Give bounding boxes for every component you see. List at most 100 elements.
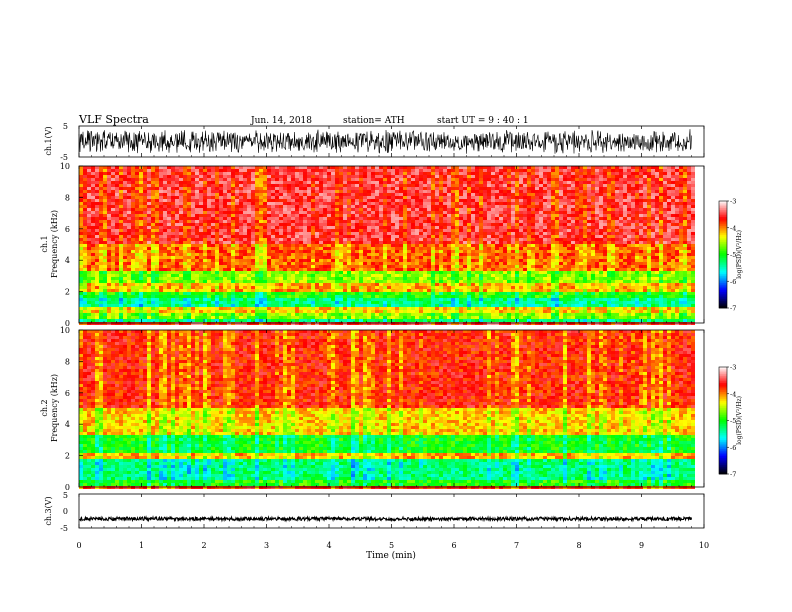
spectrogram-cell [211, 169, 215, 172]
spectrogram-cell [239, 280, 243, 283]
spectrogram-cell [279, 172, 283, 175]
spectrogram-cell [359, 265, 363, 268]
spectrogram-cell [247, 265, 251, 268]
spectrogram-cell [375, 196, 379, 199]
spectrogram-cell [203, 241, 207, 244]
spectrogram-cell [403, 322, 407, 325]
spectrogram-cell [135, 268, 139, 271]
spectrogram-cell [99, 220, 103, 223]
spectrogram-cell [267, 283, 271, 286]
spectrogram-cell [179, 238, 183, 241]
spectrogram-cell [259, 265, 263, 268]
spectrogram-cell [279, 298, 283, 301]
spectrogram-cell [435, 232, 439, 235]
spectrogram-cell [319, 247, 323, 250]
spectrogram-cell [379, 265, 383, 268]
spectrogram-cell [451, 322, 455, 325]
spectrogram-cell [211, 238, 215, 241]
spectrogram-cell [167, 316, 171, 319]
spectrogram-cell [331, 187, 335, 190]
spectrogram-cell [135, 193, 139, 196]
spectrogram-cell [83, 238, 87, 241]
spectrogram-cell [431, 253, 435, 256]
spectrogram-cell [239, 214, 243, 217]
spectrogram-cell [347, 205, 351, 208]
spectrogram-cell [311, 238, 315, 241]
spectrogram-cell [415, 250, 419, 253]
spectrogram-cell [127, 256, 131, 259]
spectrogram-cell [215, 247, 219, 250]
spectrogram-cell [407, 322, 411, 325]
spectrogram-cell [187, 274, 191, 277]
spectrogram-cell [399, 316, 403, 319]
spectrogram-cell [191, 283, 195, 286]
spectrogram-cell [335, 274, 339, 277]
spectrogram-cell [219, 217, 223, 220]
spectrogram-cell [139, 280, 143, 283]
spectrogram-cell [187, 319, 191, 322]
spectrogram-cell [95, 238, 99, 241]
spectrogram-cell [99, 304, 103, 307]
spectrogram-cell [403, 301, 407, 304]
spectrogram-cell [251, 280, 255, 283]
spectrogram-cell [243, 181, 247, 184]
spectrogram-cell [339, 211, 343, 214]
spectrogram-cell [219, 235, 223, 238]
spectrogram-cell [371, 247, 375, 250]
spectrogram-cell [87, 181, 91, 184]
spectrogram-cell [259, 313, 263, 316]
spectrogram-cell [315, 187, 319, 190]
spectrogram-cell [299, 289, 303, 292]
spectrogram-cell [223, 238, 227, 241]
spectrogram-cell [139, 166, 143, 169]
spectrogram-cell [195, 205, 199, 208]
spectrogram-cell [439, 241, 443, 244]
spectrogram-cell [439, 217, 443, 220]
spectrogram-cell [275, 283, 279, 286]
spectrogram-cell [367, 235, 371, 238]
spectrogram-cell [359, 316, 363, 319]
spectrogram-cell [435, 322, 439, 325]
spectrogram-cell [407, 304, 411, 307]
spectrogram-cell [271, 193, 275, 196]
spectrogram-cell [339, 319, 343, 322]
spectrogram-cell [343, 280, 347, 283]
spectrogram-cell [447, 298, 451, 301]
spectrogram-cell [123, 202, 127, 205]
spectrogram-cell [315, 241, 319, 244]
spectrogram-cell [331, 214, 335, 217]
spectrogram-cell [235, 241, 239, 244]
spectrogram-cell [171, 277, 175, 280]
spectrogram-cell [347, 310, 351, 313]
spectrogram-cell [339, 193, 343, 196]
spectrogram-cell [295, 274, 299, 277]
spectrogram-cell [99, 295, 103, 298]
spectrogram-cell [211, 298, 215, 301]
spectrogram-cell [119, 175, 123, 178]
spectrogram-cell [107, 226, 111, 229]
spectrogram-cell [191, 259, 195, 262]
spectrogram-cell [391, 268, 395, 271]
spectrogram-cell [367, 304, 371, 307]
spectrogram-cell [251, 238, 255, 241]
spectrogram-cell [99, 199, 103, 202]
spectrogram-cell [343, 268, 347, 271]
spectrogram-cell [99, 319, 103, 322]
spectrogram-cell [207, 223, 211, 226]
spectrogram-cell [315, 214, 319, 217]
spectrogram-cell [139, 235, 143, 238]
spectrogram-cell [199, 199, 203, 202]
spectrogram-cell [403, 208, 407, 211]
spectrogram-cell [399, 223, 403, 226]
spectrogram-cell [383, 229, 387, 232]
spectrogram-cell [247, 235, 251, 238]
spectrogram-cell [335, 235, 339, 238]
spectrogram-cell [119, 250, 123, 253]
spectrogram-cell [207, 310, 211, 313]
spectrogram-cell [131, 313, 135, 316]
spectrogram-cell [187, 202, 191, 205]
spectrogram-cell [443, 310, 447, 313]
spectrogram-cell [183, 208, 187, 211]
spectrogram-cell [407, 283, 411, 286]
spectrogram-cell [367, 274, 371, 277]
